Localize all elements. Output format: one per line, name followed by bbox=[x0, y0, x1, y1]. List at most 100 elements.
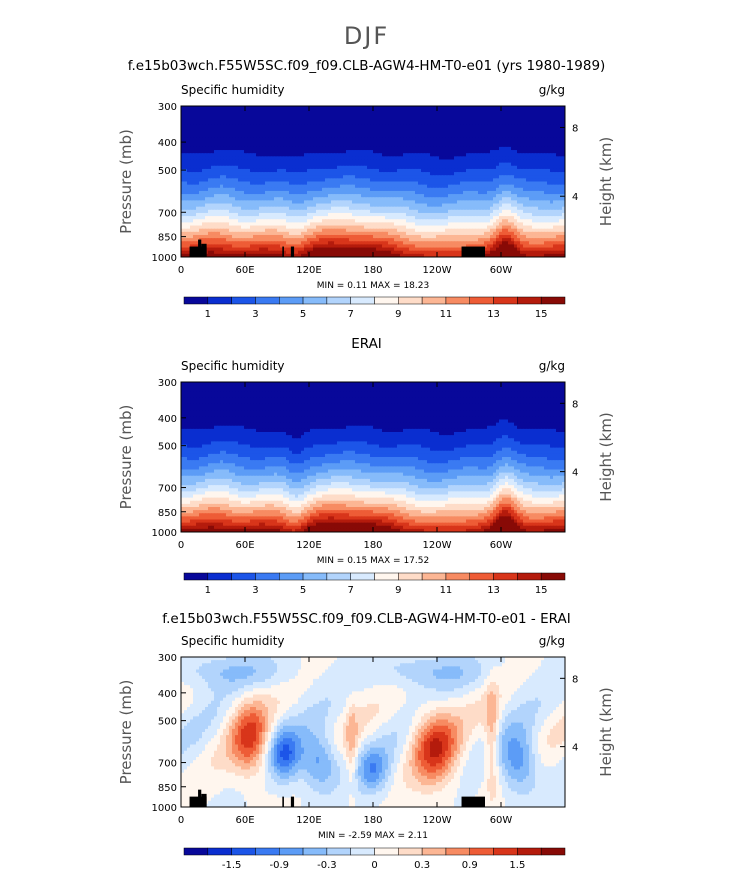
field-cell bbox=[211, 112, 215, 117]
field-cell bbox=[481, 200, 485, 205]
field-cell bbox=[331, 200, 335, 205]
field-cell bbox=[445, 178, 449, 183]
field-cell bbox=[508, 140, 512, 145]
field-cell bbox=[481, 194, 485, 198]
field-cell bbox=[259, 143, 263, 148]
field-cell bbox=[484, 190, 488, 195]
field-cell bbox=[475, 131, 479, 135]
field-cell bbox=[388, 200, 392, 205]
field-cell bbox=[256, 190, 260, 195]
field-cell bbox=[271, 181, 275, 186]
field-cell bbox=[550, 131, 554, 135]
field-cell bbox=[229, 137, 233, 142]
field-cell bbox=[190, 219, 194, 223]
field-cell bbox=[373, 109, 377, 113]
field-cell bbox=[433, 124, 437, 129]
field-cell bbox=[289, 219, 293, 223]
field-cell bbox=[265, 124, 269, 129]
field-cell bbox=[208, 153, 212, 157]
field-cell bbox=[304, 172, 308, 176]
field-cell bbox=[196, 121, 200, 126]
field-cell bbox=[481, 128, 485, 132]
field-cell bbox=[421, 124, 425, 129]
field-cell bbox=[340, 146, 344, 151]
field-cell bbox=[211, 209, 215, 214]
field-cell bbox=[283, 165, 287, 170]
field-cell bbox=[238, 137, 242, 142]
field-cell bbox=[478, 222, 482, 227]
field-cell bbox=[349, 219, 353, 223]
field-cell bbox=[370, 159, 374, 164]
field-cell bbox=[532, 219, 536, 223]
field-cell bbox=[496, 134, 500, 139]
field-cell bbox=[307, 121, 311, 126]
field-cell bbox=[220, 206, 224, 211]
field-cell bbox=[412, 184, 416, 189]
field-cell bbox=[220, 106, 224, 110]
field-cell bbox=[274, 172, 278, 176]
field-cell bbox=[529, 146, 533, 151]
field-cell bbox=[295, 106, 299, 110]
field-cell bbox=[484, 187, 488, 192]
field-cell bbox=[454, 156, 458, 161]
field-cell bbox=[235, 131, 239, 135]
field-cell bbox=[415, 146, 419, 151]
field-cell bbox=[349, 143, 353, 148]
field-cell bbox=[403, 222, 407, 227]
field-cell bbox=[394, 200, 398, 205]
field-cell bbox=[523, 200, 527, 205]
field-cell bbox=[454, 159, 458, 164]
field-cell bbox=[202, 165, 206, 170]
field-cell bbox=[325, 162, 329, 167]
field-cell bbox=[472, 137, 476, 142]
field-cell bbox=[352, 106, 356, 110]
field-cell bbox=[547, 124, 551, 129]
field-cell bbox=[295, 146, 299, 151]
field-cell bbox=[310, 118, 314, 123]
field-cell bbox=[508, 124, 512, 129]
field-cell bbox=[541, 184, 545, 189]
field-cell bbox=[292, 194, 296, 198]
field-cell bbox=[382, 178, 386, 183]
field-cell bbox=[508, 172, 512, 176]
field-cell bbox=[550, 168, 554, 173]
field-cell bbox=[457, 153, 461, 157]
field-cell bbox=[259, 112, 263, 117]
field-cell bbox=[406, 168, 410, 173]
field-cell bbox=[394, 121, 398, 126]
field-cell bbox=[277, 165, 281, 170]
field-cell bbox=[430, 106, 434, 110]
field-cell bbox=[274, 181, 278, 186]
field-cell bbox=[442, 115, 446, 120]
field-cell bbox=[529, 181, 533, 186]
field-cell bbox=[355, 187, 359, 192]
field-cell bbox=[406, 143, 410, 148]
field-cell bbox=[418, 146, 422, 151]
field-cell bbox=[385, 121, 389, 126]
field-cell bbox=[460, 181, 464, 186]
field-cell bbox=[502, 112, 506, 117]
field-cell bbox=[268, 106, 272, 110]
field-cell bbox=[247, 143, 251, 148]
field-cell bbox=[208, 225, 212, 230]
field-cell bbox=[268, 190, 272, 195]
field-cell bbox=[196, 109, 200, 113]
field-cell bbox=[250, 197, 254, 201]
field-cell bbox=[412, 121, 416, 126]
field-cell bbox=[463, 118, 467, 123]
field-cell bbox=[385, 209, 389, 214]
field-cell bbox=[448, 206, 452, 211]
field-cell bbox=[424, 128, 428, 132]
field-cell bbox=[445, 216, 449, 220]
field-cell bbox=[280, 206, 284, 211]
field-cell bbox=[301, 203, 305, 208]
field-cell bbox=[322, 109, 326, 113]
field-cell bbox=[229, 134, 233, 139]
field-cell bbox=[187, 162, 191, 167]
field-cell bbox=[547, 222, 551, 227]
field-cell bbox=[481, 121, 485, 126]
field-cell bbox=[211, 128, 215, 132]
field-cell bbox=[292, 216, 296, 220]
field-cell bbox=[385, 200, 389, 205]
field-cell bbox=[463, 181, 467, 186]
